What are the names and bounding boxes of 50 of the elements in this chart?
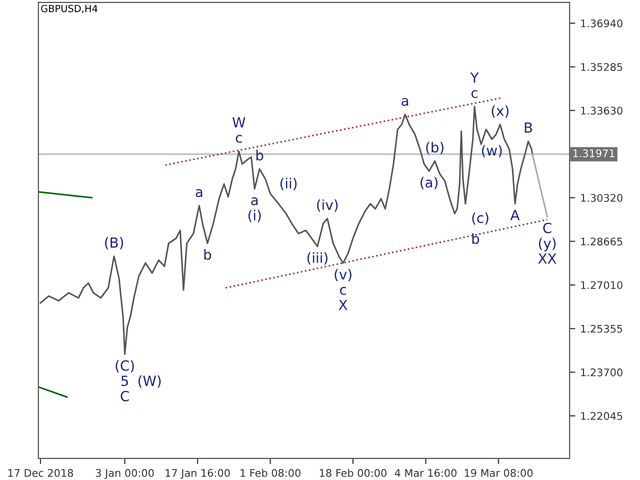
y-tick-label: 1.33630 [581, 106, 622, 115]
annotation: W [232, 117, 246, 128]
annotation: a [196, 189, 202, 198]
x-tick-label: 1 Feb 08:00 [240, 468, 300, 477]
annotation: (x) [492, 105, 508, 118]
annotation: (a) [420, 176, 438, 190]
y-tick-label: 1.36940 [581, 19, 622, 28]
y-tick-label: 1.23700 [581, 368, 622, 376]
annotation: B [524, 122, 532, 133]
x-tick-label: 19 Mar 08:00 [464, 469, 533, 477]
x-tick-label: 18 Feb 00:00 [320, 468, 386, 477]
chart-title: GBPUSD,H4 [41, 4, 98, 14]
annotation: (ii) [280, 178, 297, 190]
annotation: b [472, 233, 480, 244]
annotation: c [236, 134, 242, 143]
x-tick-label: 17 Dec 2018 [8, 469, 74, 477]
annotation: (i) [248, 210, 261, 222]
annotation: b [204, 249, 212, 260]
x-tick-label: 4 Mar 16:00 [394, 469, 457, 477]
x-tick-label: 17 Jan 16:00 [166, 469, 230, 479]
annotation: (v) [334, 268, 352, 282]
annotation: 5 [121, 376, 128, 386]
annotation: a [251, 197, 258, 206]
annotation: (W) [138, 375, 161, 388]
annotation: XX [538, 253, 556, 264]
annotation: c [340, 286, 346, 295]
annotation: b [256, 150, 264, 161]
x-tick-label: 3 Jan 00:00 [96, 469, 154, 479]
annotation: a [402, 98, 408, 106]
annotation: (y) [538, 238, 556, 252]
ref-line-label: 1.31971 [573, 149, 614, 158]
y-tick-label: 1.30320 [581, 194, 622, 202]
annotation: (B) [105, 237, 124, 250]
annotation: (iii) [307, 252, 328, 265]
y-tick-label: 1.35285 [581, 63, 622, 71]
annotation: c [471, 90, 478, 98]
y-tick-label: 1.25355 [581, 324, 622, 333]
annotation: X [338, 300, 348, 310]
y-tick-label: 1.28665 [581, 238, 622, 246]
annotation: (c) [472, 212, 488, 225]
annotation: C [543, 222, 552, 234]
y-tick-label: 1.27010 [581, 281, 622, 290]
annotation: A [510, 210, 520, 220]
annotation: (C) [116, 360, 134, 372]
y-tick-label: 1.22045 [581, 412, 622, 420]
annotation: (w) [482, 144, 502, 158]
annotation: Y [470, 72, 479, 83]
annotation: (iv) [317, 199, 338, 212]
annotation: C [120, 390, 129, 402]
annotation: (b) [426, 142, 444, 154]
